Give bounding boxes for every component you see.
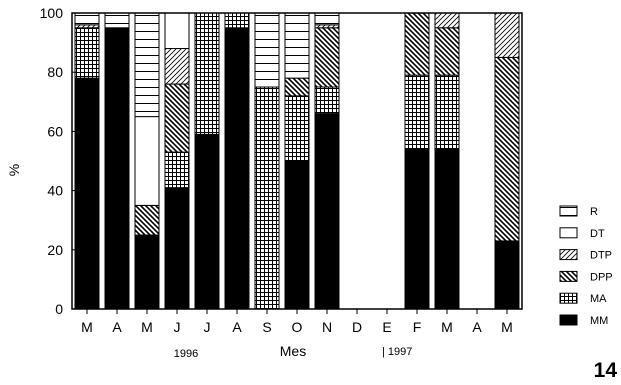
bar-segment-dtp-14	[494, 12, 520, 58]
bar-segment-dpp-8	[314, 27, 340, 88]
x-tick-label-5: A	[232, 319, 242, 335]
legend-label-dtp: DTP	[590, 250, 612, 262]
bar-segment-ma-8	[314, 86, 340, 115]
y-axis-label: %	[6, 164, 22, 176]
y-tick-label-2: 40	[47, 183, 63, 199]
bar-segment-mm-8	[314, 113, 340, 310]
legend-swatch-mm	[559, 314, 578, 326]
legend-label-mm: MM	[590, 315, 608, 327]
legend-label-ma: MA	[590, 293, 607, 305]
y-tick-label-3: 60	[47, 123, 63, 139]
x-tick-label-9: D	[352, 319, 362, 335]
legend-label-dt: DT	[590, 228, 605, 240]
bar-segment-r-1	[104, 12, 130, 29]
bar-segment-dtp-3	[164, 48, 190, 85]
figure-number: 14	[594, 359, 618, 382]
bar-segment-mm-3	[164, 187, 190, 310]
bar-segment-r-7	[284, 12, 310, 79]
x-tick-label-8: N	[322, 319, 332, 335]
bar-segment-mm-2	[134, 234, 160, 310]
year-label-1997: | 1997	[382, 346, 412, 358]
bar-segment-dpp-14	[494, 56, 520, 242]
bar-segment-dpp-12	[434, 27, 460, 76]
legend-swatch-r	[559, 205, 578, 217]
legend-swatch-ma	[559, 292, 578, 304]
x-tick-label-0: M	[81, 319, 93, 335]
x-tick-label-7: O	[292, 319, 303, 335]
bar-segment-ma-12	[434, 74, 460, 150]
y-tick-label-4: 80	[47, 64, 63, 80]
bar-segment-mm-12	[434, 148, 460, 310]
legend-swatch-dtp	[559, 249, 578, 261]
y-tick-label-5: 100	[40, 5, 64, 21]
bar-segment-ma-0	[74, 27, 100, 79]
x-tick-label-12: M	[441, 319, 453, 335]
y-tick-label-1: 20	[47, 242, 63, 258]
bar-segment-dtp-12	[434, 12, 460, 29]
bars-layer	[74, 12, 520, 310]
bar-segment-dpp-11	[404, 12, 430, 76]
bar-segment-ma-3	[164, 151, 190, 189]
bar-segment-mm-0	[74, 77, 100, 310]
y-tick-label-0: 0	[55, 301, 63, 317]
bar-segment-dt-2	[134, 116, 160, 206]
legend-label-dpp: DPP	[590, 271, 613, 283]
bar-segment-ma-6	[254, 86, 280, 310]
bar-segment-mm-4	[194, 133, 220, 310]
bar-segment-ma-7	[284, 95, 310, 162]
year-label-1996: 1996	[174, 348, 198, 360]
x-tick-label-10: E	[382, 319, 391, 335]
x-tick-label-6: S	[262, 319, 271, 335]
x-tick-label-3: J	[174, 319, 181, 335]
bar-segment-dpp-3	[164, 83, 190, 153]
bar-segment-r-0	[74, 12, 100, 26]
bar-segment-r-6	[254, 12, 280, 88]
x-axis-label: Mes	[280, 343, 306, 359]
bar-segment-dpp-7	[284, 77, 310, 97]
x-tick-label-14: M	[501, 319, 513, 335]
bar-segment-mm-11	[404, 148, 430, 310]
bar-segment-r-2	[134, 12, 160, 118]
bar-segment-mm-1	[104, 27, 130, 310]
legend: R DT DTP DPP MA MM	[559, 205, 613, 327]
bar-segment-mm-14	[494, 240, 520, 310]
legend-swatch-dpp	[559, 270, 578, 282]
bar-segment-mm-7	[284, 160, 310, 310]
x-tick-label-2: M	[141, 319, 153, 335]
bar-segment-ma-5	[224, 12, 250, 29]
bar-segment-ma-11	[404, 74, 430, 150]
x-tick-label-4: J	[204, 319, 211, 335]
bar-segment-r-8	[314, 12, 340, 26]
legend-swatch-dt	[559, 227, 578, 239]
y-axis-ticks: 0 20 40 60 80 100	[40, 5, 77, 317]
bar-segment-ma-4	[194, 12, 220, 135]
x-tick-label-1: A	[112, 319, 122, 335]
x-tick-label-13: A	[472, 319, 482, 335]
bar-segment-dt-3	[164, 12, 190, 50]
bar-segment-dpp-2	[134, 204, 160, 236]
legend-label-r: R	[590, 206, 598, 218]
bar-segment-mm-5	[224, 27, 250, 310]
x-tick-label-11: F	[413, 319, 422, 335]
